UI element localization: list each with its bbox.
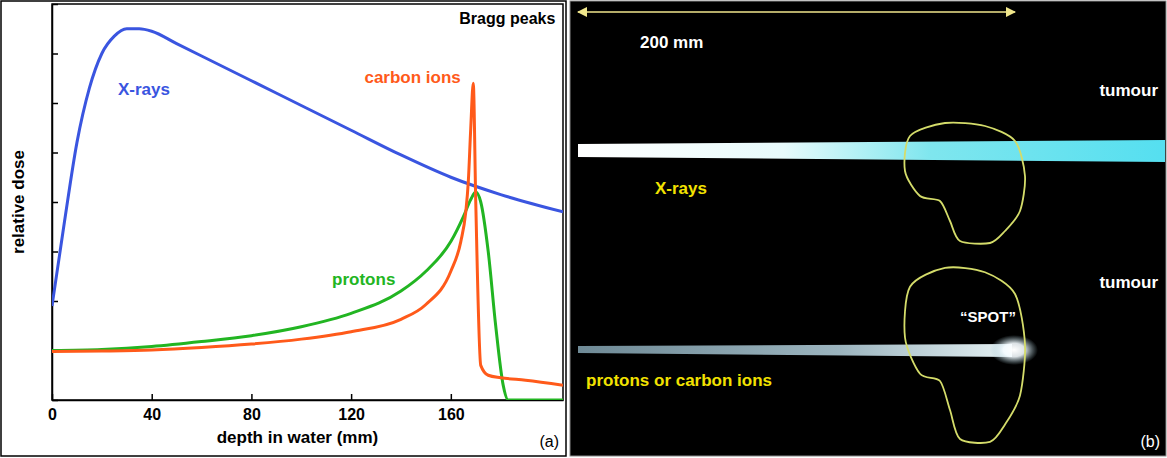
tumour-outline	[904, 123, 1025, 244]
tumour-label: tumour	[1099, 81, 1158, 100]
y-tick	[52, 202, 58, 203]
panel-a: 0 40 80 120 160 X-rays protons carbon ions Bragg…	[1, 1, 566, 456]
y-tick-mark	[52, 53, 58, 55]
line-0	[52, 29, 563, 306]
scale-label: 200 mm	[640, 33, 703, 52]
y-tick-mark	[52, 251, 58, 253]
y-tick-mark	[52, 152, 58, 154]
y-tick	[52, 54, 58, 55]
x-tick-label: 0	[48, 406, 57, 423]
series-label: carbon ions	[364, 68, 460, 87]
scale-arrow	[578, 11, 1015, 13]
curves	[52, 29, 563, 400]
y-tick	[52, 252, 58, 253]
tumour-outline	[904, 267, 1025, 443]
y-tick	[52, 103, 58, 104]
plot-frame	[52, 4, 563, 400]
ion-beam	[578, 344, 1012, 357]
series-label: X-rays	[118, 80, 170, 99]
y-axis-title: relative dose	[9, 150, 28, 254]
figure: 0 40 80 120 160 X-rays protons carbon ions Bragg…	[0, 0, 1167, 458]
series-label: protons	[332, 270, 395, 289]
x-tick-mark	[151, 394, 153, 400]
beam-label: protons or carbon ions	[586, 371, 772, 390]
x-tick: 40	[143, 394, 161, 423]
x-tick: 80	[243, 394, 261, 423]
spot-glow	[990, 335, 1038, 365]
line-1	[52, 192, 563, 400]
y-axis	[52, 5, 58, 401]
x-tick-label: 40	[143, 406, 161, 423]
panel-label: (b)	[1140, 433, 1160, 450]
panel-b: 200 mm tumour tumour X-rays protons or carbo…	[570, 1, 1166, 456]
xray-beam	[578, 140, 1165, 162]
x-tick: 120	[338, 394, 365, 423]
annotation: Bragg peaks	[459, 10, 555, 27]
x-tick-mark	[451, 394, 453, 400]
x-tick-mark	[251, 394, 253, 400]
panel-label: (a)	[539, 433, 559, 450]
panel-frame	[1, 1, 566, 456]
y-tick-mark	[52, 103, 58, 105]
tumour-label: tumour	[1099, 273, 1158, 292]
x-tick-label: 120	[338, 406, 365, 423]
spot-label: “SPOT”	[960, 308, 1016, 325]
x-tick-label: 160	[438, 406, 465, 423]
x-tick-mark	[351, 394, 353, 400]
y-tick-mark	[52, 202, 58, 204]
x-tick-label: 80	[243, 406, 261, 423]
beam-label: X-rays	[655, 179, 707, 198]
x-axis: 0 40 80 120 160	[48, 394, 563, 423]
panel-background	[570, 1, 1166, 456]
x-tick: 160	[438, 394, 465, 423]
y-tick	[52, 153, 58, 154]
x-axis-title: depth in water (mm)	[217, 428, 379, 447]
line-2	[52, 83, 563, 385]
